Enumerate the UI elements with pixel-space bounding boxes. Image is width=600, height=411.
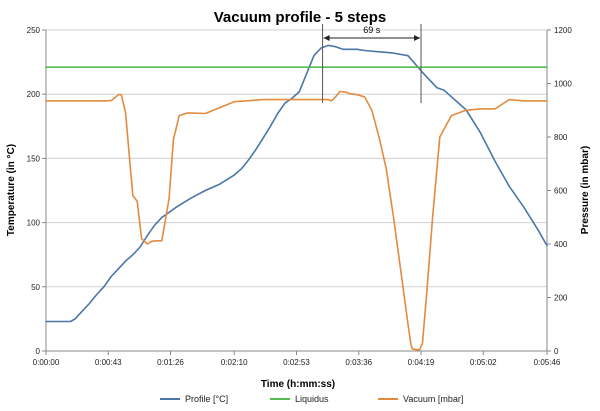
tick-labels: 0:00:00 0:00:43 0:01:26 0:02:10 0:02:53 0:03:…: [27, 26, 573, 367]
y-tick-label-left: 250: [27, 26, 41, 35]
y-tick-label-right: 600: [554, 187, 568, 196]
x-axis-title: Time (h:mm:ss): [261, 379, 335, 390]
series-line-0: [45, 44, 548, 323]
annotation-arrowhead-right: [414, 35, 421, 42]
legend-label-0: Profile [°C]: [185, 394, 228, 404]
y-tick-label-right: 0: [554, 347, 559, 356]
series-layer: [45, 44, 548, 351]
x-tick-label: 0:02:53: [283, 358, 310, 367]
x-tick-label: 0:02:10: [221, 358, 248, 367]
x-tick-label: 0:01:26: [157, 358, 184, 367]
y-tick-label-left: 100: [27, 219, 41, 228]
x-tick-label: 0:03:36: [345, 358, 372, 367]
x-tick-label: 0:04:19: [408, 358, 435, 367]
y-tick-label-right: 400: [554, 240, 568, 249]
annotation-label: 69 s: [363, 25, 381, 35]
gridlines: [46, 29, 547, 288]
plot-frame: [45, 30, 548, 352]
annotation-arrowhead-left: [323, 35, 330, 42]
legend-label-2: Vacuum [mbar]: [403, 394, 463, 404]
x-tick-label: 0:00:43: [95, 358, 122, 367]
y-tick-label-right: 200: [554, 294, 568, 303]
series-line-2: [45, 90, 548, 351]
y-tick-label-left: 0: [36, 347, 41, 356]
y-axis-title-left: Temperature (in °C): [6, 144, 17, 236]
x-tick-label: 0:05:46: [534, 358, 561, 367]
y-tick-label-left: 50: [31, 283, 40, 292]
y-tick-label-right: 1200: [554, 26, 572, 35]
y-tick-label-left: 150: [27, 154, 41, 163]
y-axis-title-right: Pressure (in mbar): [580, 146, 591, 234]
x-tick-label: 0:05:02: [470, 358, 497, 367]
y-tick-label-right: 800: [554, 133, 568, 142]
chart-title: Vacuum profile - 5 steps: [214, 9, 387, 26]
y-tick-label-left: 200: [27, 90, 41, 99]
legend: Profile [°C] Liquidus Vacuum [mbar]: [160, 394, 463, 404]
annotation-layer: 69 s: [322, 24, 422, 103]
legend-label-1: Liquidus: [295, 394, 329, 404]
x-tick-label: 0:00:00: [33, 358, 60, 367]
y-tick-label-right: 1000: [554, 80, 572, 89]
